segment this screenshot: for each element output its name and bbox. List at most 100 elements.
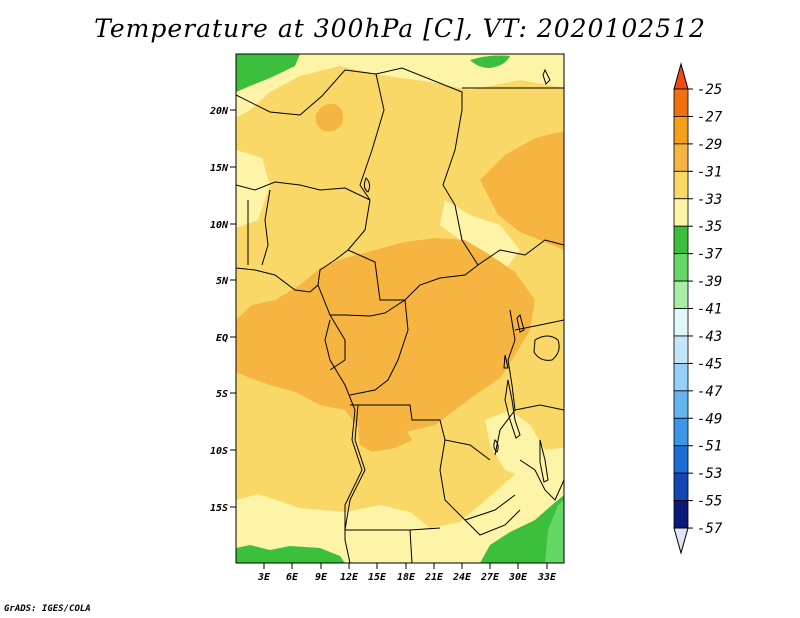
field-pale-rift: [485, 410, 545, 480]
border-niger-chad: [359, 73, 385, 201]
border-cameroon-gabon: [317, 284, 386, 317]
lon-label-9e: 9E: [315, 572, 328, 583]
coast-gulf-guinea: [236, 267, 319, 293]
country-borders: [236, 67, 564, 563]
colorbar-legend: -25 -27 -29 -31 -33 -35 -37 -39 -41 -43 -45 -47 -49 -…: [673, 62, 723, 555]
colorbar-swatch: [673, 88, 689, 117]
colorbar-swatch: [673, 445, 689, 474]
border-nigeria-cameroon: [317, 199, 371, 286]
map-frame: [235, 53, 565, 564]
colorbar-label: -49: [697, 411, 722, 427]
colorbar-label: -37: [697, 247, 723, 263]
border-sudan-ss: [477, 239, 564, 266]
colorbar-top-triangle: [673, 62, 689, 90]
colorbar-swatch: [673, 116, 689, 145]
border-car: [347, 249, 479, 301]
lake-turkana: [542, 68, 551, 85]
border-algeria-niger: [236, 69, 377, 116]
colorbar-label: -35: [697, 219, 722, 235]
colorbar-swatch: [673, 170, 689, 200]
lat-label-eq: EQ: [216, 333, 228, 344]
colorbar-swatch: [673, 500, 689, 529]
latitude-axis: 20N 15N 10N 5N EQ 5S 10S 15S: [209, 106, 236, 514]
lon-label-18e: 18E: [397, 572, 416, 583]
field-pale-north: [236, 54, 564, 118]
lon-label-21e: 21E: [424, 572, 444, 583]
map-title: Temperature at 300hPa [C], VT: 202010251…: [94, 14, 706, 43]
lat-label-15s: 15S: [210, 503, 228, 514]
colorbar-label: -33: [697, 192, 722, 208]
lat-label-15n: 15N: [210, 163, 229, 174]
border-nigeria: [261, 189, 271, 266]
lake-tanganyika: [504, 379, 521, 439]
field-lightgreen-se: [545, 500, 564, 563]
lat-label-20n: 20N: [209, 106, 229, 117]
border-namibia-botswana: [409, 529, 413, 563]
lat-label-10s: 10S: [210, 446, 228, 457]
lon-label-33e: 33E: [537, 572, 557, 583]
field-pale-east: [440, 200, 520, 270]
field-orange-spot: [315, 103, 344, 132]
field-orange-angola: [358, 420, 412, 452]
colorbar-swatch: [673, 253, 689, 282]
colorbar-label: -53: [697, 466, 722, 482]
field-green-n: [470, 55, 510, 68]
lake-chad: [363, 177, 371, 193]
border-zambia: [439, 439, 516, 521]
border-angola: [344, 404, 366, 531]
colorbar-label: -57: [697, 521, 723, 537]
field-green-sw: [236, 545, 345, 563]
field-orange-central: [236, 238, 535, 440]
field-green-nw: [236, 54, 300, 92]
colorbar-label: -27: [697, 109, 723, 125]
temperature-field: [236, 54, 564, 563]
lat-label-5s: 5S: [216, 389, 228, 400]
colorbar-label: -39: [697, 274, 722, 290]
colorbar-label: -51: [697, 439, 722, 455]
colorbar-label: -41: [697, 302, 722, 318]
border-drc-south: [350, 404, 491, 461]
field-green-se: [480, 495, 564, 563]
lon-label-15e: 15E: [368, 572, 387, 583]
grads-credit: GrADS: IGES/COLA: [4, 604, 91, 614]
colorbar-label: -29: [697, 137, 722, 153]
lon-label-12e: 12E: [340, 572, 359, 583]
colorbar-label: -43: [697, 329, 722, 345]
border-drc-east: [494, 309, 516, 456]
border-tanzania: [514, 404, 564, 411]
colorbar-bottom-triangle: [673, 527, 689, 555]
lakes: [363, 68, 560, 483]
colorbar-label: -25: [697, 82, 722, 98]
longitude-axis: 3E 6E 9E 12E 15E 18E 21E 24E 27E 30E 33E: [257, 563, 557, 583]
colorbar-swatch: [673, 143, 689, 172]
border-mali-niger: [236, 181, 371, 201]
colorbar-swatch: [673, 362, 689, 392]
colorbar-swatch: [673, 417, 689, 447]
lon-label-27e: 27E: [480, 572, 500, 583]
border-zimbabwe: [464, 509, 521, 536]
lat-label-5n: 5N: [216, 276, 229, 287]
field-orange-northeast: [480, 132, 564, 250]
lake-victoria: [533, 335, 560, 361]
lon-label-30e: 30E: [508, 572, 528, 583]
colorbar-swatch: [673, 308, 689, 337]
lon-label-6e: 6E: [286, 572, 299, 583]
colorbar-swatch: [673, 390, 689, 419]
border-gabon-congo: [329, 314, 346, 371]
lon-label-24e: 24E: [452, 572, 472, 583]
lake-kivu: [503, 354, 509, 369]
colorbar-swatch: [673, 198, 689, 227]
colorbar-label: -47: [697, 384, 723, 400]
colorbar-label: -45: [697, 356, 722, 372]
border-libya-chad: [375, 67, 463, 110]
lat-label-10n: 10N: [210, 220, 229, 231]
colorbar-label: -31: [697, 164, 722, 180]
lake-albert: [516, 314, 525, 333]
coast-gabon-angola: [324, 319, 363, 563]
colorbar-swatch: [673, 335, 689, 364]
colorbar-swatch: [673, 280, 689, 309]
border-mozambique: [519, 459, 564, 501]
colorbar-swatch: [673, 472, 689, 502]
lake-malawi: [539, 439, 549, 483]
